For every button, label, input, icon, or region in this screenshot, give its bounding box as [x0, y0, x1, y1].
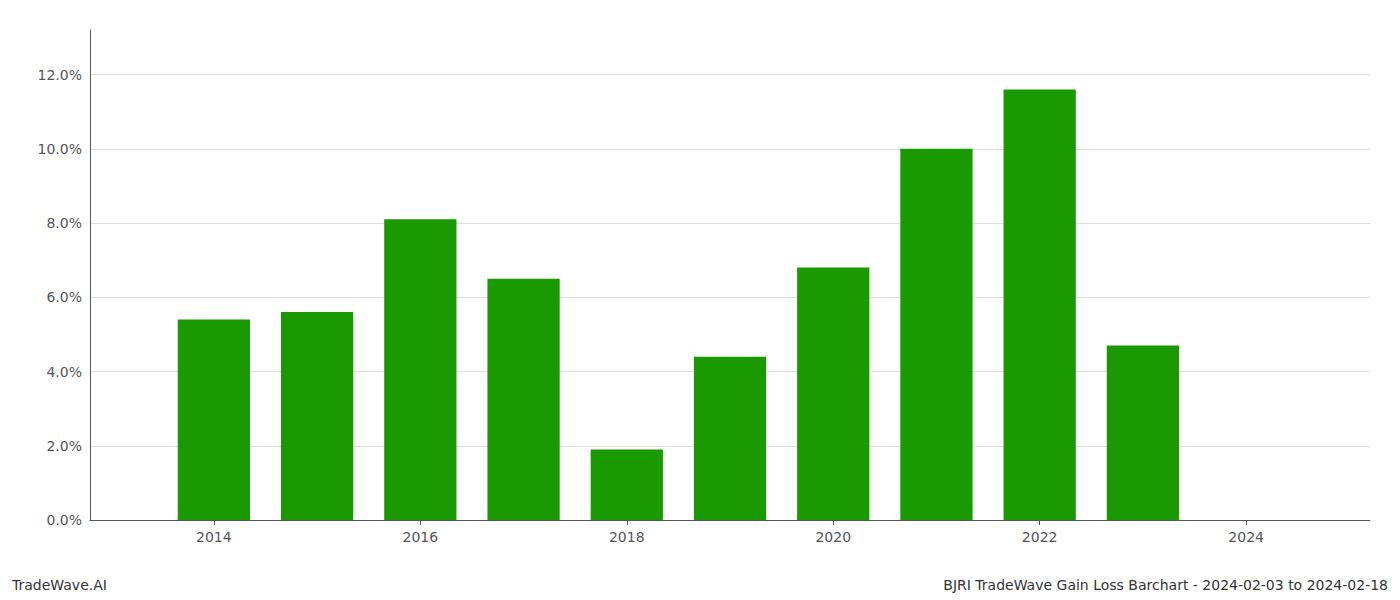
svg-text:2.0%: 2.0% — [46, 438, 82, 454]
svg-text:2016: 2016 — [403, 529, 439, 545]
svg-text:10.0%: 10.0% — [38, 141, 82, 157]
svg-text:4.0%: 4.0% — [46, 364, 82, 380]
svg-text:12.0%: 12.0% — [38, 67, 82, 83]
svg-text:2022: 2022 — [1022, 529, 1058, 545]
svg-text:TradeWave.AI: TradeWave.AI — [11, 577, 107, 593]
svg-text:8.0%: 8.0% — [46, 215, 82, 231]
svg-text:2024: 2024 — [1228, 529, 1264, 545]
svg-text:0.0%: 0.0% — [46, 512, 82, 528]
svg-text:6.0%: 6.0% — [46, 289, 82, 305]
svg-text:2014: 2014 — [196, 529, 232, 545]
svg-text:2020: 2020 — [815, 529, 851, 545]
svg-text:2018: 2018 — [609, 529, 645, 545]
svg-text:BJRI TradeWave Gain Loss Barch: BJRI TradeWave Gain Loss Barchart - 2024… — [943, 577, 1388, 593]
